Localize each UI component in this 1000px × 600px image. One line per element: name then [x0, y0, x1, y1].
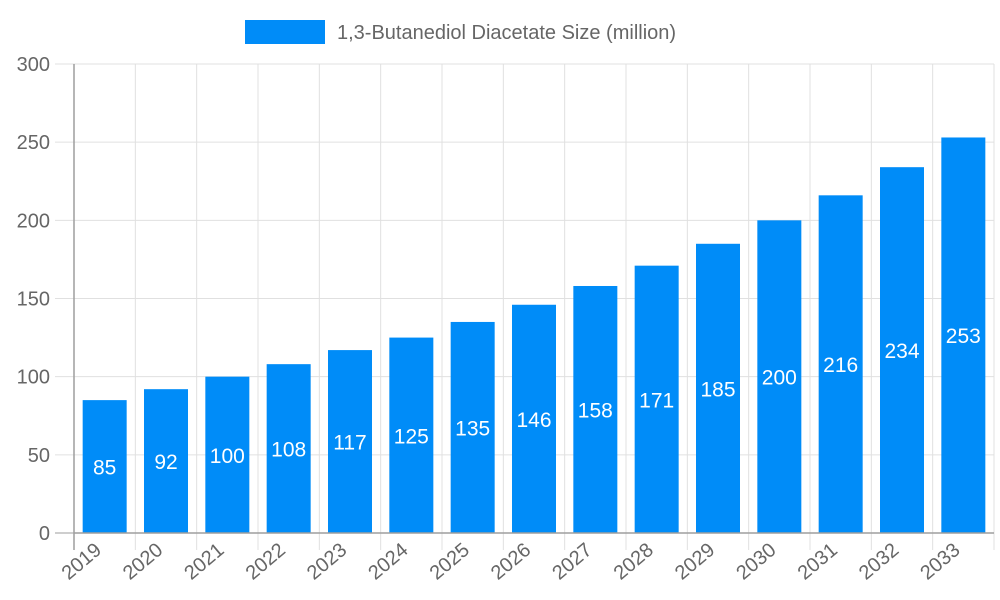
- y-tick-label: 300: [17, 54, 50, 76]
- data-label: 253: [946, 325, 981, 348]
- x-tick-label: 2019: [58, 539, 106, 584]
- bar-2020[interactable]: [144, 389, 188, 533]
- bar-2026[interactable]: [512, 304, 556, 533]
- bars: 85 92 100 108 117 125 135 146 158 171 185 200 216 234…: [82, 137, 986, 534]
- bar-2021[interactable]: [205, 376, 250, 533]
- bar-2030[interactable]: [757, 220, 802, 534]
- data-label: 158: [578, 399, 613, 422]
- data-label: 125: [394, 425, 429, 448]
- x-tick-label: 2022: [242, 539, 290, 584]
- data-label: 92: [154, 451, 177, 474]
- x-tick-label: 2030: [732, 539, 780, 584]
- y-tick-label: 50: [28, 445, 50, 467]
- x-tick-label: 2027: [548, 539, 596, 584]
- bar-2023[interactable]: [328, 350, 372, 533]
- bar-2025[interactable]: [450, 321, 495, 533]
- bar-2031[interactable]: [818, 195, 863, 533]
- x-tick-label: 2024: [364, 539, 412, 584]
- bar-2028[interactable]: [634, 265, 679, 533]
- data-label: 146: [516, 409, 551, 432]
- legend-label: 1,3-Butanediol Diacetate Size (million): [337, 22, 676, 44]
- y-tick-label: 0: [39, 523, 50, 545]
- data-label: 171: [639, 389, 674, 412]
- data-label: 216: [823, 354, 858, 377]
- bar-2033[interactable]: [941, 137, 986, 533]
- y-tick-label: 150: [17, 289, 50, 311]
- bar-2029[interactable]: [696, 243, 740, 534]
- x-tick-label: 2020: [119, 539, 167, 584]
- y-tick-label: 200: [17, 210, 50, 232]
- x-tick-label: 2031: [794, 539, 842, 584]
- y-tick-label: 100: [17, 367, 50, 389]
- x-tick-label: 2029: [671, 539, 719, 584]
- data-label: 100: [210, 445, 245, 468]
- x-tick-label: 2023: [303, 539, 351, 584]
- data-label: 117: [333, 432, 366, 455]
- bar-2024[interactable]: [389, 337, 434, 533]
- data-label: 85: [93, 457, 116, 480]
- data-label: 108: [271, 439, 306, 462]
- data-label: 234: [884, 340, 919, 363]
- bar-2027[interactable]: [573, 285, 618, 533]
- x-tick-label: 2032: [855, 539, 903, 584]
- y-tick-label: 250: [17, 132, 50, 154]
- data-label: 135: [455, 417, 490, 440]
- data-label: 200: [762, 367, 797, 390]
- legend-swatch: [245, 20, 325, 44]
- x-tick-label: 2025: [426, 539, 474, 584]
- bar-2022[interactable]: [266, 364, 311, 533]
- bar-2019[interactable]: [82, 400, 127, 533]
- legend[interactable]: 1,3-Butanediol Diacetate Size (million): [245, 20, 676, 44]
- bar-2032[interactable]: [880, 167, 924, 533]
- x-tick-label: 2026: [487, 539, 535, 584]
- x-tick-label: 2028: [610, 539, 658, 584]
- data-label: 185: [700, 378, 735, 401]
- x-tick-label: 2021: [180, 539, 228, 584]
- x-tick-label: 2033: [916, 539, 964, 584]
- grid: [55, 63, 995, 550]
